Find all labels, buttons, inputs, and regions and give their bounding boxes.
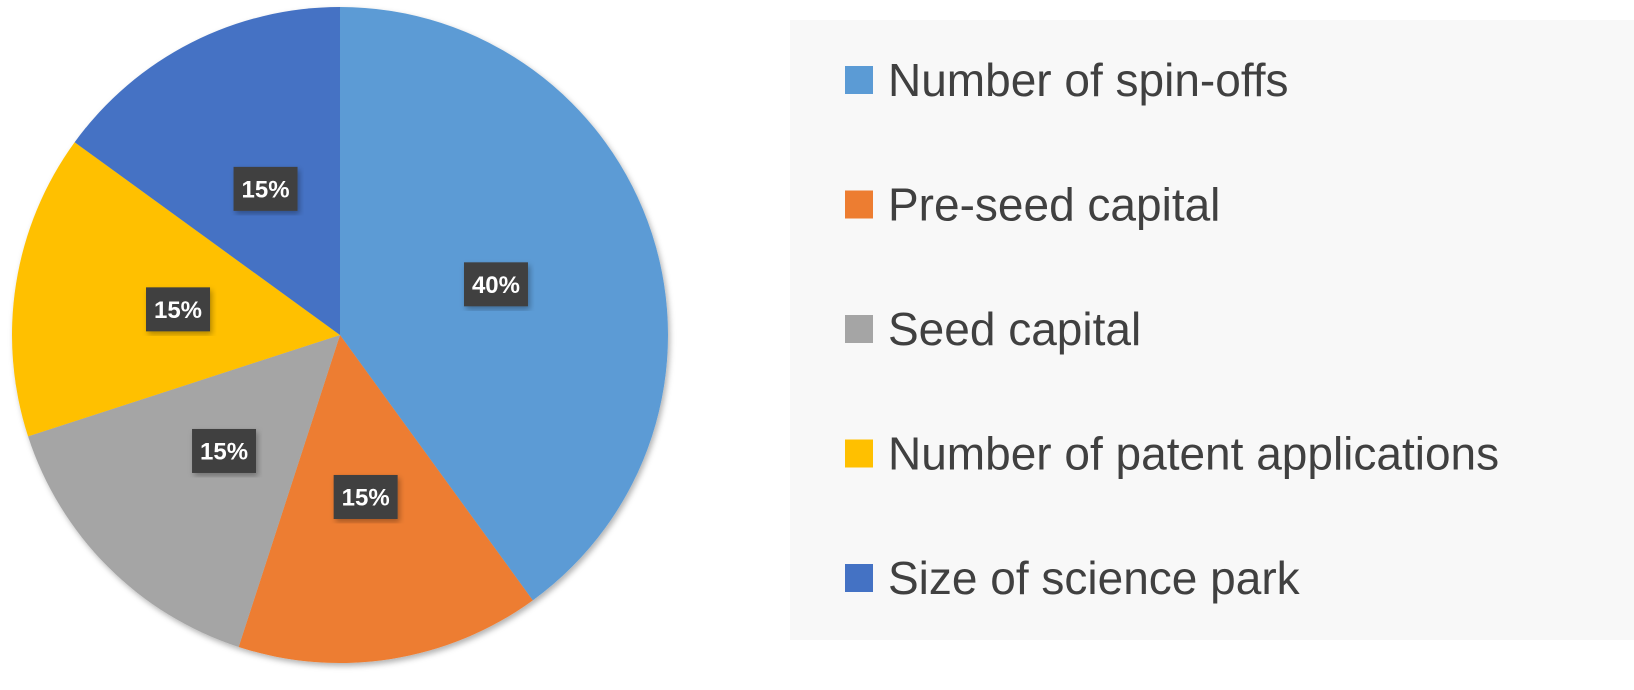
legend-swatch — [845, 564, 873, 592]
data-label: 15% — [242, 176, 290, 203]
legend-swatch — [845, 190, 873, 219]
legend-label: Number of patent applications — [888, 428, 1499, 480]
data-label-box — [233, 166, 298, 211]
pie-slice — [74, 7, 340, 335]
data-labels: 40% 15% 15% 15% 15% — [146, 166, 528, 519]
pie — [11, 7, 668, 663]
data-label: 40% — [472, 272, 520, 299]
legend-label: Number of spin-offs — [888, 54, 1289, 106]
legend-box — [790, 20, 1634, 640]
data-label-box — [333, 474, 398, 519]
data-label-box — [463, 262, 528, 307]
data-label-box — [192, 428, 257, 473]
legend-swatch — [845, 439, 873, 468]
pie-slice — [28, 335, 340, 647]
data-label-box — [146, 287, 211, 332]
legend-swatch — [845, 315, 873, 343]
legend-label: Pre-seed capital — [888, 179, 1220, 231]
data-label: 15% — [154, 297, 202, 324]
data-label: 15% — [200, 438, 248, 465]
legend-label: Seed capital — [888, 303, 1141, 355]
data-label: 15% — [342, 484, 390, 511]
legend-label: Size of science park — [888, 552, 1301, 604]
legend-swatch — [845, 66, 873, 94]
legend: Number of spin-offs Pre-seed capital Seed … — [845, 54, 1499, 604]
